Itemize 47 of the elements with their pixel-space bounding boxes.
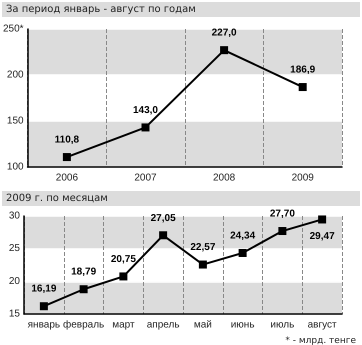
x-tick-label: июнь	[230, 320, 255, 330]
point	[278, 227, 286, 236]
y-tick-label: 20	[8, 276, 20, 287]
chart-title: За период январь - август по годам	[2, 2, 360, 17]
point	[198, 260, 207, 269]
x-tick-label: февраль	[62, 320, 104, 330]
data-label: 29,47	[310, 230, 336, 242]
x-tick-label: январь	[28, 320, 60, 330]
x-tick-label: 2009	[292, 172, 314, 184]
data-label: 143,0	[132, 104, 158, 116]
x-tick-label: март	[112, 320, 135, 330]
data-label: 24,34	[230, 230, 256, 242]
point	[318, 215, 326, 224]
x-tick-label: 2006	[56, 172, 78, 184]
text: * - млрд. тенге	[284, 336, 357, 345]
data-label: 186,9	[290, 64, 316, 76]
y-tick-label: 200	[6, 70, 24, 80]
point	[40, 302, 48, 310]
chart-title: 2009 г. по месяцам	[2, 191, 360, 206]
y-tick-label: 150	[6, 116, 24, 126]
data-label: 16,19	[31, 284, 57, 295]
point	[238, 248, 247, 257]
y-tick-label: 15	[8, 308, 20, 320]
y-tick-label: 25	[8, 243, 20, 254]
x-tick-label: август	[308, 320, 338, 330]
data-label: 27,70	[270, 208, 296, 220]
x-tick-label: 2007	[134, 172, 158, 184]
data-label: 27,05	[150, 212, 176, 224]
x-tick-label: июль	[270, 320, 294, 330]
point	[119, 272, 128, 280]
point	[62, 153, 71, 162]
point	[298, 83, 307, 92]
data-label: 227,0	[212, 28, 238, 39]
data-label: 18,79	[71, 266, 97, 278]
point	[80, 285, 88, 294]
point	[141, 123, 150, 132]
point	[220, 46, 228, 54]
y-tick-label: 250*	[3, 24, 24, 34]
data-label: 22,57	[190, 242, 216, 254]
x-tick-label: май	[194, 320, 212, 330]
point	[159, 231, 168, 240]
y-tick-label: 100	[6, 162, 24, 172]
x-tick-label: 2008	[212, 172, 236, 184]
y-tick-label: 30	[8, 210, 20, 222]
data-label: 20,75	[110, 254, 136, 265]
x-tick-label: апрель	[146, 320, 180, 330]
data-label: 110,8	[54, 134, 80, 146]
